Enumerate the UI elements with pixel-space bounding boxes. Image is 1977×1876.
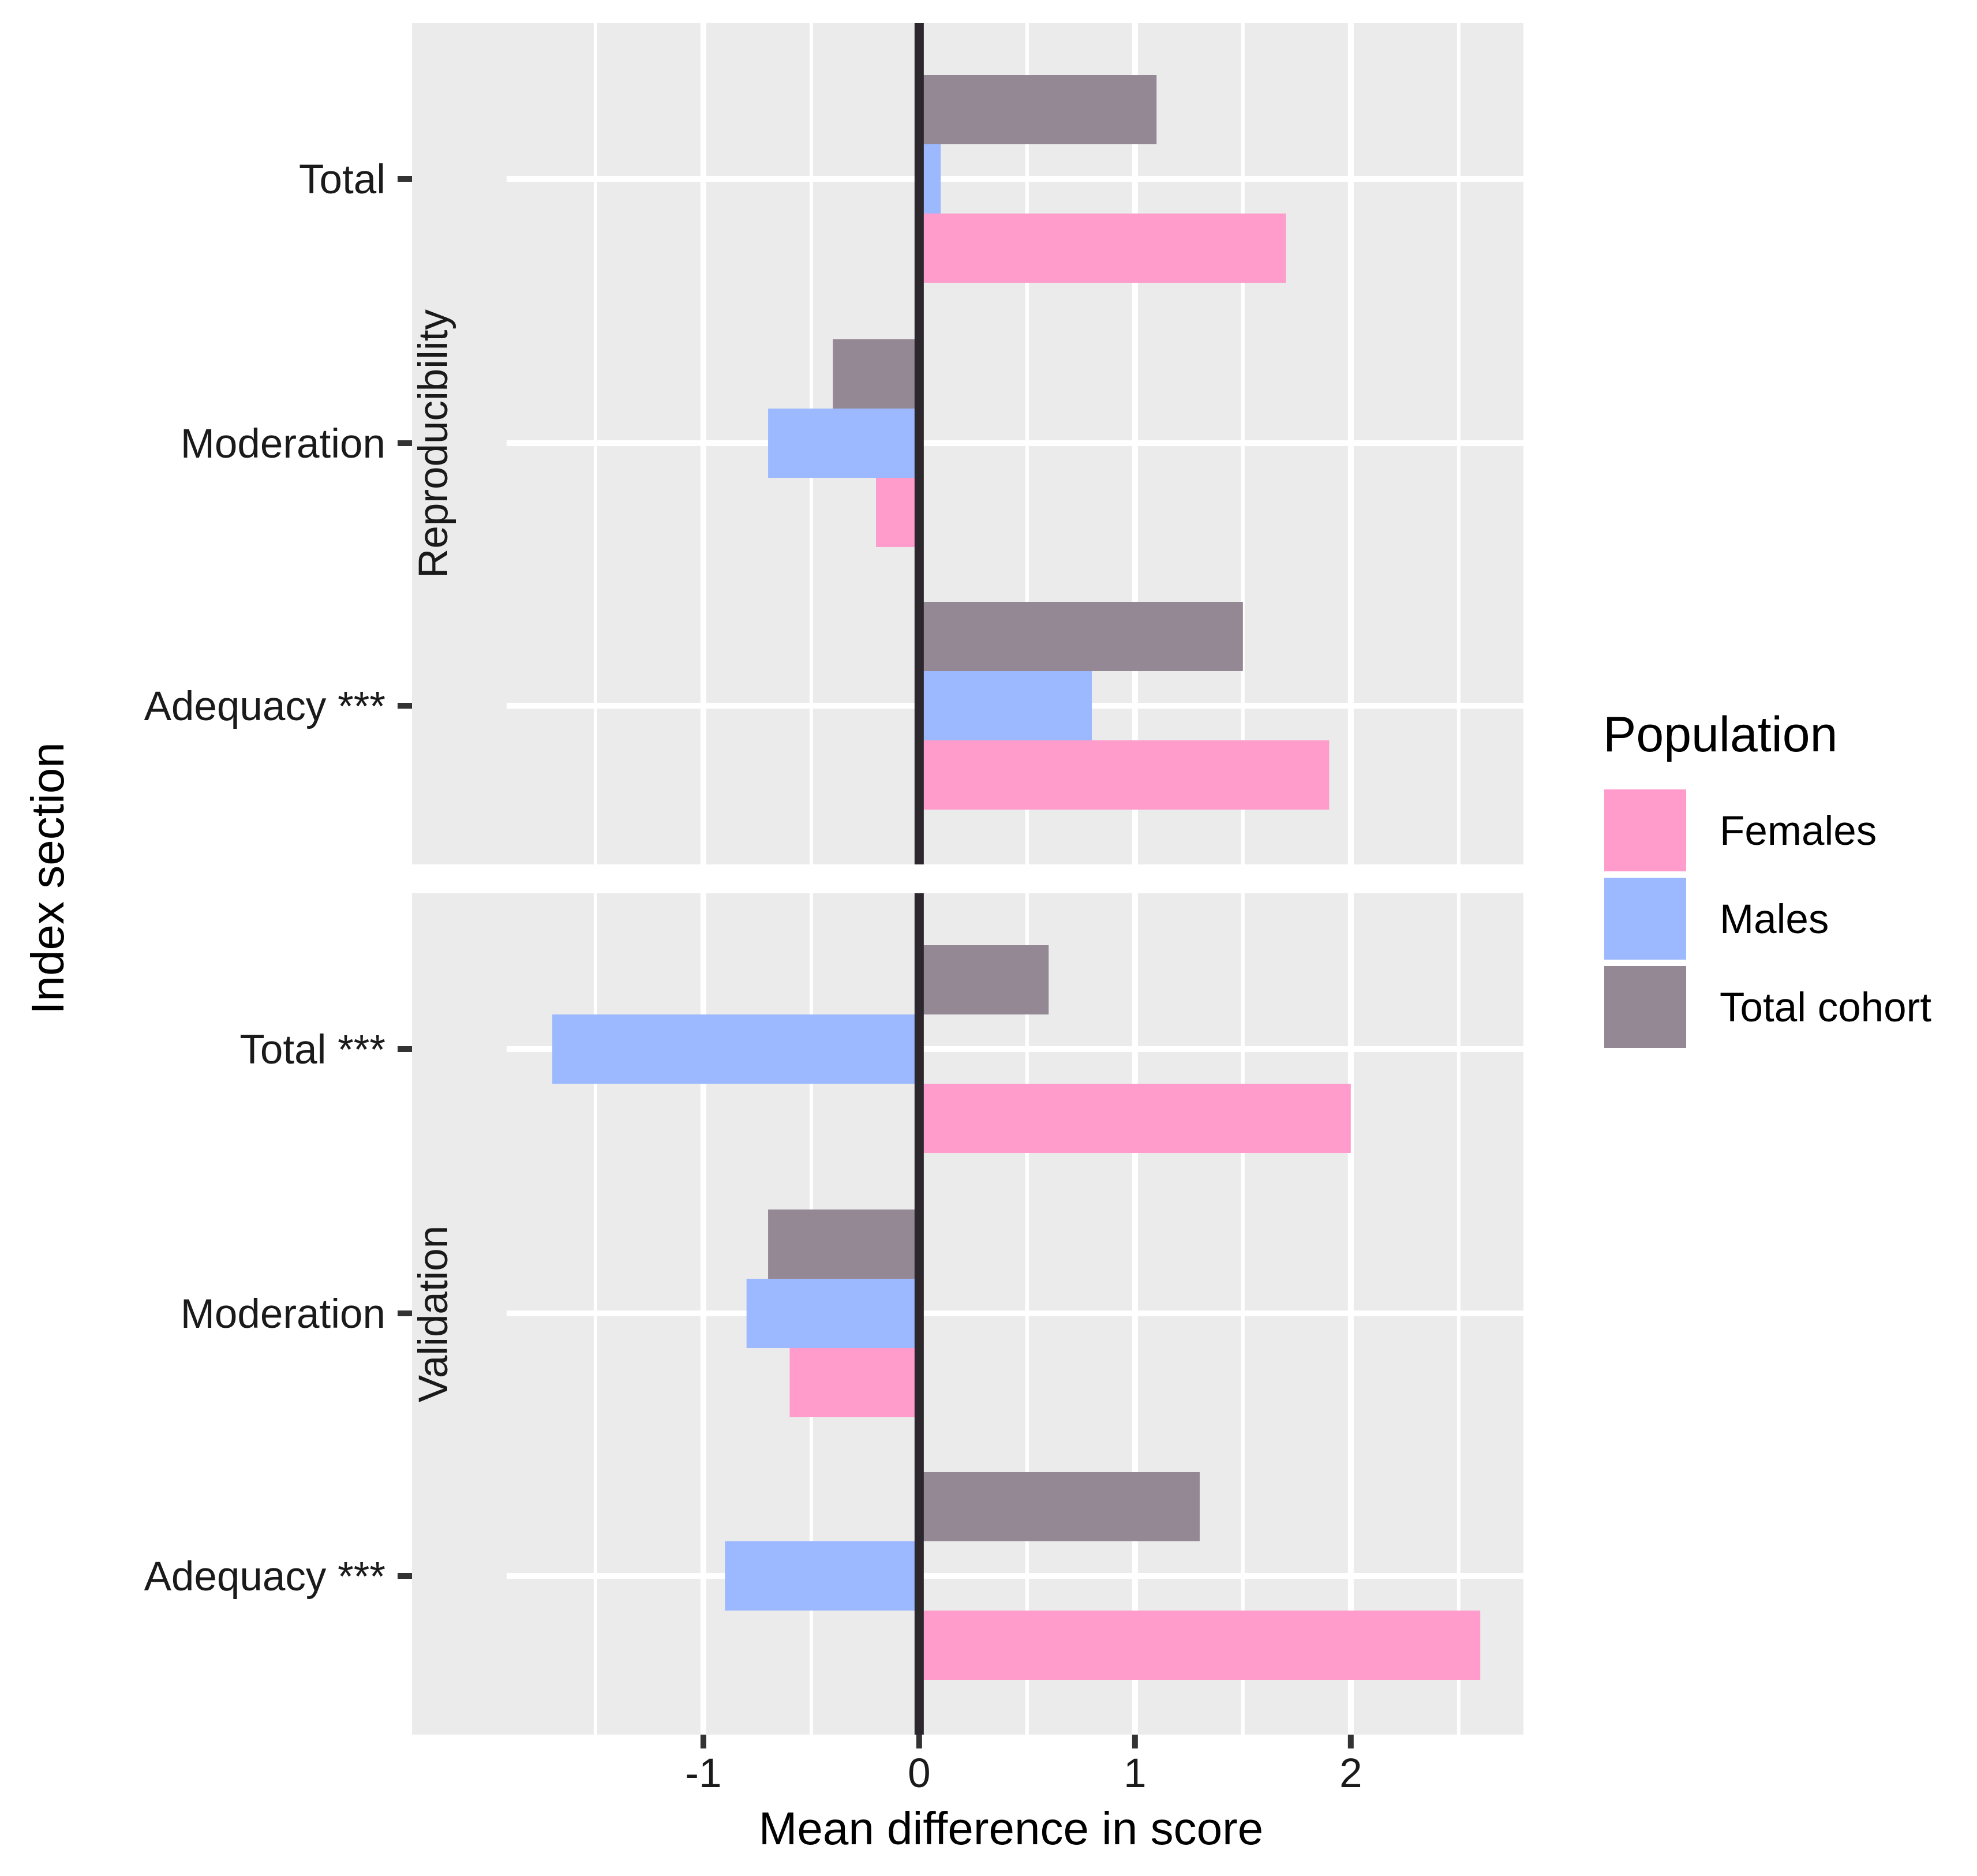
bar-females-adequacy xyxy=(919,740,1330,810)
bar-total-cohort-adequacy xyxy=(919,1472,1200,1541)
panel-reproducibility: Total Moderation Adequacy *** Reproducibili… xyxy=(144,23,1523,864)
x-tick-label: 1 xyxy=(1124,1751,1147,1796)
x-tick-label: 0 xyxy=(908,1751,931,1796)
y-tick-label: Adequacy *** xyxy=(144,1554,385,1600)
bar-females-moderation xyxy=(876,478,919,547)
y-tick-label: Total xyxy=(299,157,385,203)
x-tick-label: 2 xyxy=(1339,1751,1362,1796)
bar-females-adequacy xyxy=(919,1611,1481,1680)
legend-title: Population xyxy=(1603,707,1837,762)
bar-total-cohort-moderation xyxy=(833,339,919,409)
bar-total-cohort-total xyxy=(919,945,1049,1014)
bar-total-cohort-adequacy xyxy=(919,602,1243,671)
y-tick-label: Adequacy *** xyxy=(144,684,385,729)
bar-males-moderation xyxy=(746,1279,919,1348)
legend: Population Females Males Total cohort xyxy=(1602,707,1931,1050)
legend-label-males: Males xyxy=(1720,897,1829,942)
x-axis-title: Mean difference in score xyxy=(759,1803,1264,1854)
y-axis-title: Index section xyxy=(22,742,73,1014)
bar-males-adequacy xyxy=(919,671,1092,740)
y-tick-label: Moderation xyxy=(181,421,385,467)
bar-males-moderation xyxy=(768,409,919,478)
strip-label: Reproducibility xyxy=(411,309,456,578)
panels: Total Moderation Adequacy *** Reproducibili… xyxy=(144,23,1523,1735)
legend-label-total-cohort: Total cohort xyxy=(1720,985,1931,1031)
bar-females-moderation xyxy=(789,1348,919,1417)
x-axis: -1 0 1 2 xyxy=(685,1735,1362,1796)
x-tick-label: -1 xyxy=(685,1751,721,1796)
legend-key-females xyxy=(1602,787,1688,874)
y-tick-label: Total *** xyxy=(239,1027,385,1073)
legend-key-total-cohort xyxy=(1602,964,1688,1050)
strip-label: Validation xyxy=(411,1226,456,1403)
bar-total-cohort-total xyxy=(919,75,1157,144)
legend-key-males xyxy=(1602,875,1688,962)
panel-validation: Total *** Moderation Adequacy *** Validatio… xyxy=(144,893,1523,1735)
bar-total-cohort-moderation xyxy=(768,1210,919,1279)
y-tick-label: Moderation xyxy=(181,1291,385,1337)
bar-females-total xyxy=(919,1084,1351,1153)
bar-males-total xyxy=(552,1014,919,1084)
legend-label-females: Females xyxy=(1720,808,1877,854)
bar-females-total xyxy=(919,214,1286,283)
bar-males-adequacy xyxy=(725,1541,919,1611)
